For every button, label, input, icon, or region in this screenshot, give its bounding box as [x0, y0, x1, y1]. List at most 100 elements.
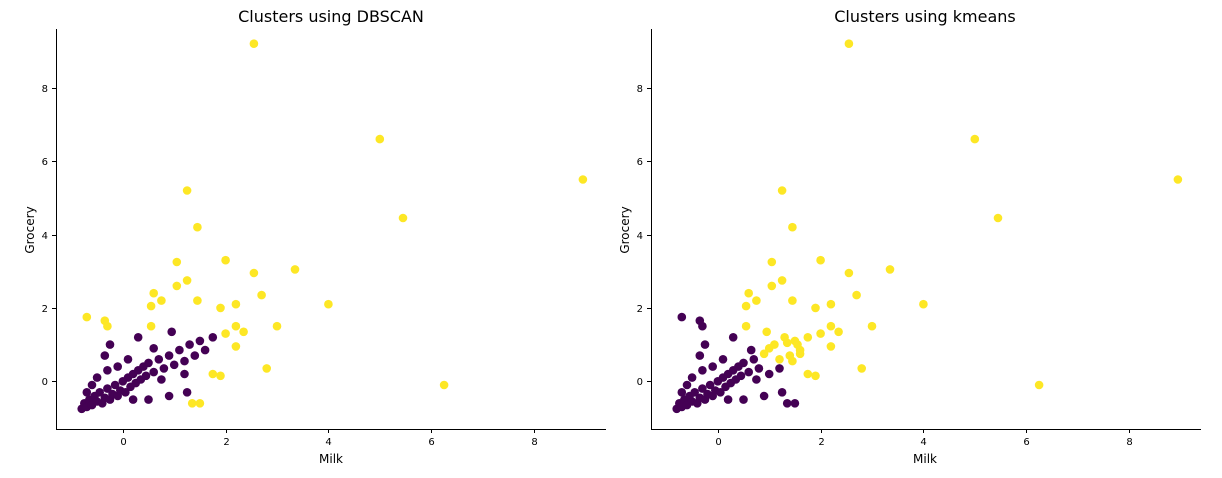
- data-point: [782, 399, 792, 408]
- data-point: [723, 395, 733, 404]
- data-point: [811, 371, 820, 381]
- dbscan-chart-svg: Clusters using DBSCAN 0 2 4 6 8 0 2 4 6 8 Milk Gr…: [23, 7, 606, 466]
- dbscan-scatter-plot: Clusters using DBSCAN 0 2 4 6 8 0 2 4 6 8 Milk Gr…: [23, 7, 606, 466]
- data-point: [164, 351, 174, 360]
- data-point: [826, 321, 836, 331]
- data-point: [324, 299, 333, 309]
- data-point: [782, 338, 792, 348]
- data-point: [103, 384, 112, 393]
- data-point: [993, 213, 1003, 223]
- data-point: [172, 257, 182, 267]
- x-tick-label: 0: [715, 437, 721, 448]
- data-point: [752, 375, 761, 384]
- y-tick-label: 0: [42, 377, 48, 388]
- data-point: [708, 362, 717, 371]
- y-tick-label: 0: [637, 377, 643, 388]
- x-tick-label: 2: [818, 437, 824, 448]
- data-point: [777, 186, 787, 195]
- data-point: [759, 391, 769, 401]
- data-point: [439, 380, 449, 390]
- data-point: [739, 358, 748, 368]
- data-point: [208, 333, 218, 342]
- ticks-layer: 0 2 4 6 8 0 2 4 6 8: [637, 84, 1133, 448]
- data-point: [852, 290, 861, 300]
- data-point: [695, 351, 705, 360]
- data-point: [746, 345, 756, 355]
- data-point: [195, 336, 205, 346]
- data-point: [249, 39, 259, 48]
- data-point: [718, 355, 728, 364]
- data-point: [1173, 175, 1183, 184]
- data-point: [970, 134, 980, 144]
- data-point: [103, 321, 112, 331]
- data-point: [231, 342, 241, 351]
- data-point: [146, 321, 156, 331]
- data-point: [169, 360, 179, 370]
- data-point: [777, 276, 787, 285]
- data-point: [682, 380, 692, 390]
- data-point: [262, 364, 272, 373]
- data-point: [208, 369, 218, 379]
- data-point: [103, 366, 112, 375]
- chart-title: Clusters using kmeans: [834, 7, 1016, 26]
- data-point: [775, 364, 784, 373]
- data-point: [700, 340, 710, 349]
- data-point: [221, 255, 230, 265]
- x-tick-label: 8: [531, 437, 537, 448]
- data-point: [687, 373, 697, 382]
- data-point: [82, 312, 92, 322]
- y-axis-label: Grocery: [23, 206, 37, 253]
- data-point: [698, 384, 707, 393]
- data-point: [146, 301, 156, 311]
- data-point: [121, 388, 130, 397]
- data-point: [716, 388, 725, 397]
- data-point: [1034, 380, 1044, 390]
- data-point: [741, 301, 751, 311]
- data-point: [272, 321, 282, 331]
- data-point: [754, 364, 764, 373]
- data-point: [157, 375, 166, 384]
- y-tick-label: 6: [42, 157, 48, 168]
- data-point: [857, 364, 866, 373]
- data-point: [698, 321, 707, 331]
- data-point: [690, 388, 699, 397]
- data-point: [200, 345, 210, 355]
- kmeans-scatter-plot: Clusters using kmeans 0 2 4 6 8 0 2 4 6 8 Milk Gr…: [595, 0, 1206, 478]
- data-point: [172, 281, 182, 291]
- data-point: [231, 321, 241, 331]
- x-axis-label: Milk: [913, 452, 937, 466]
- x-tick-label: 8: [1126, 437, 1132, 448]
- data-point: [705, 380, 715, 390]
- data-point: [193, 296, 202, 305]
- data-point: [195, 399, 205, 408]
- data-point: [826, 342, 836, 351]
- data-point: [190, 351, 200, 360]
- data-point: [793, 340, 802, 349]
- data-point: [193, 222, 202, 232]
- data-point: [741, 321, 751, 331]
- x-tick-label: 6: [1023, 437, 1029, 448]
- x-tick-label: 0: [120, 437, 126, 448]
- data-point: [803, 369, 813, 379]
- x-tick-label: 6: [428, 437, 434, 448]
- x-tick-label: 2: [223, 437, 229, 448]
- data-point: [375, 134, 385, 144]
- data-point: [816, 255, 825, 265]
- data-point: [141, 371, 151, 381]
- data-point: [175, 345, 184, 355]
- ticks-layer: 0 2 4 6 8 0 2 4 6 8: [42, 84, 538, 448]
- data-point: [826, 299, 836, 309]
- data-point: [149, 367, 158, 377]
- data-point: [167, 327, 176, 337]
- data-point: [87, 380, 97, 390]
- data-point: [216, 371, 225, 381]
- data-point: [749, 355, 759, 364]
- data-point: [790, 399, 800, 408]
- data-point: [154, 355, 164, 364]
- data-point: [164, 391, 174, 401]
- data-point: [795, 349, 805, 359]
- data-point: [803, 333, 813, 342]
- data-point: [816, 329, 825, 338]
- data-point: [788, 222, 797, 232]
- data-point: [762, 327, 771, 337]
